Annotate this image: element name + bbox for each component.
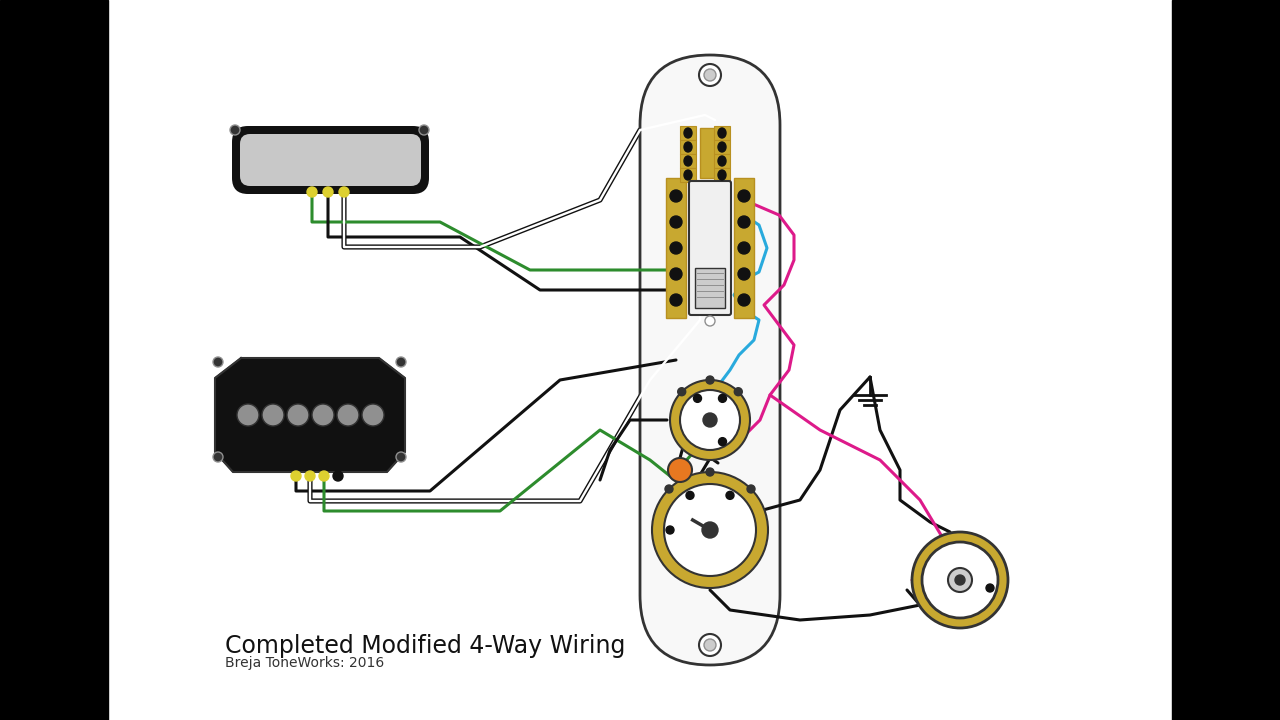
Circle shape xyxy=(739,216,750,228)
Circle shape xyxy=(669,380,750,460)
Bar xyxy=(700,128,719,178)
Bar xyxy=(680,154,696,168)
FancyBboxPatch shape xyxy=(241,134,421,186)
Circle shape xyxy=(237,404,259,426)
Circle shape xyxy=(739,242,750,254)
Circle shape xyxy=(704,639,716,651)
Circle shape xyxy=(718,438,727,446)
Circle shape xyxy=(735,387,742,396)
Bar xyxy=(733,178,754,318)
Circle shape xyxy=(419,125,429,135)
Circle shape xyxy=(287,404,308,426)
Circle shape xyxy=(291,471,301,481)
Circle shape xyxy=(701,522,718,538)
Circle shape xyxy=(948,568,972,592)
Circle shape xyxy=(699,634,721,656)
Circle shape xyxy=(333,471,343,481)
Circle shape xyxy=(664,484,756,576)
Circle shape xyxy=(739,268,750,280)
Circle shape xyxy=(669,190,682,202)
Circle shape xyxy=(666,485,673,493)
Circle shape xyxy=(652,472,768,588)
FancyBboxPatch shape xyxy=(689,181,731,315)
Circle shape xyxy=(669,268,682,280)
Circle shape xyxy=(669,242,682,254)
Circle shape xyxy=(726,491,733,500)
Circle shape xyxy=(718,395,727,402)
Circle shape xyxy=(230,125,241,135)
Bar xyxy=(0,0,108,720)
Circle shape xyxy=(337,404,358,426)
Bar xyxy=(714,154,730,168)
Circle shape xyxy=(986,584,995,592)
Bar xyxy=(714,140,730,154)
Circle shape xyxy=(396,357,406,367)
Circle shape xyxy=(707,376,714,384)
Ellipse shape xyxy=(718,142,726,152)
Circle shape xyxy=(305,471,315,481)
Circle shape xyxy=(705,316,716,326)
Circle shape xyxy=(669,294,682,306)
Ellipse shape xyxy=(684,142,692,152)
Ellipse shape xyxy=(684,156,692,166)
Bar xyxy=(680,168,696,182)
Circle shape xyxy=(739,294,750,306)
Circle shape xyxy=(666,526,675,534)
Circle shape xyxy=(686,491,694,500)
Circle shape xyxy=(704,69,716,81)
Circle shape xyxy=(699,64,721,86)
Circle shape xyxy=(212,452,223,462)
Circle shape xyxy=(748,485,755,493)
Circle shape xyxy=(922,542,998,618)
Circle shape xyxy=(669,216,682,228)
Circle shape xyxy=(307,187,317,197)
Bar xyxy=(680,126,696,140)
Circle shape xyxy=(212,357,223,367)
Ellipse shape xyxy=(684,170,692,180)
Circle shape xyxy=(739,190,750,202)
Circle shape xyxy=(680,390,740,450)
Circle shape xyxy=(694,395,701,402)
Bar xyxy=(714,126,730,140)
Circle shape xyxy=(911,532,1009,628)
Bar xyxy=(680,140,696,154)
Circle shape xyxy=(668,458,692,482)
Bar xyxy=(695,268,724,308)
FancyBboxPatch shape xyxy=(640,55,780,665)
Circle shape xyxy=(707,468,714,476)
Bar xyxy=(714,168,730,182)
Circle shape xyxy=(312,404,334,426)
Circle shape xyxy=(319,471,329,481)
Text: Completed Modified 4-Way Wiring: Completed Modified 4-Way Wiring xyxy=(225,634,626,658)
Bar xyxy=(1172,0,1280,720)
Circle shape xyxy=(339,187,349,197)
Bar xyxy=(666,178,686,318)
Text: Breja ToneWorks: 2016: Breja ToneWorks: 2016 xyxy=(225,656,384,670)
FancyBboxPatch shape xyxy=(232,126,429,194)
Ellipse shape xyxy=(718,128,726,138)
Circle shape xyxy=(362,404,384,426)
Ellipse shape xyxy=(718,170,726,180)
Ellipse shape xyxy=(684,128,692,138)
Circle shape xyxy=(955,575,965,585)
Circle shape xyxy=(677,387,686,396)
Circle shape xyxy=(323,187,333,197)
Circle shape xyxy=(703,413,717,427)
Circle shape xyxy=(262,404,284,426)
Circle shape xyxy=(396,452,406,462)
Ellipse shape xyxy=(718,156,726,166)
Polygon shape xyxy=(215,358,404,472)
